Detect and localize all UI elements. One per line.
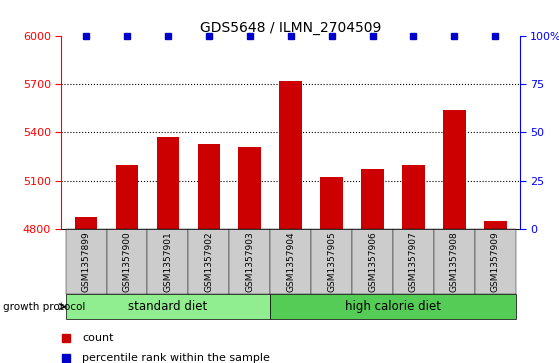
Text: GSM1357904: GSM1357904: [286, 231, 295, 292]
Bar: [484, 221, 506, 229]
Bar: [475, 229, 516, 294]
Text: growth protocol: growth protocol: [3, 302, 85, 312]
Text: count: count: [82, 333, 113, 343]
Text: percentile rank within the sample: percentile rank within the sample: [82, 352, 270, 363]
Text: GSM1357909: GSM1357909: [491, 231, 500, 292]
Bar: [393, 229, 434, 294]
Bar: [239, 147, 261, 229]
Bar: [434, 229, 475, 294]
Bar: [116, 164, 138, 229]
Bar: [270, 294, 516, 319]
Bar: [75, 217, 97, 229]
Bar: [402, 164, 425, 229]
Bar: [229, 229, 270, 294]
Text: GSM1357900: GSM1357900: [122, 231, 131, 292]
Text: high calorie diet: high calorie diet: [345, 300, 441, 313]
Bar: [280, 81, 302, 229]
Bar: [320, 178, 343, 229]
Bar: [197, 144, 220, 229]
Text: GSM1357901: GSM1357901: [163, 231, 172, 292]
Bar: [157, 137, 179, 229]
Text: GSM1357903: GSM1357903: [245, 231, 254, 292]
Text: standard diet: standard diet: [128, 300, 207, 313]
Text: GSM1357899: GSM1357899: [82, 231, 91, 292]
Bar: [65, 229, 107, 294]
Bar: [352, 229, 393, 294]
Text: GSM1357907: GSM1357907: [409, 231, 418, 292]
Bar: [188, 229, 229, 294]
Bar: [361, 170, 384, 229]
Bar: [443, 110, 466, 229]
Text: GSM1357908: GSM1357908: [450, 231, 459, 292]
Bar: [107, 229, 148, 294]
Text: GSM1357905: GSM1357905: [327, 231, 336, 292]
Bar: [148, 229, 188, 294]
Text: GSM1357906: GSM1357906: [368, 231, 377, 292]
Bar: [65, 294, 270, 319]
Title: GDS5648 / ILMN_2704509: GDS5648 / ILMN_2704509: [200, 21, 381, 35]
Bar: [311, 229, 352, 294]
Text: GSM1357902: GSM1357902: [205, 231, 214, 292]
Bar: [270, 229, 311, 294]
